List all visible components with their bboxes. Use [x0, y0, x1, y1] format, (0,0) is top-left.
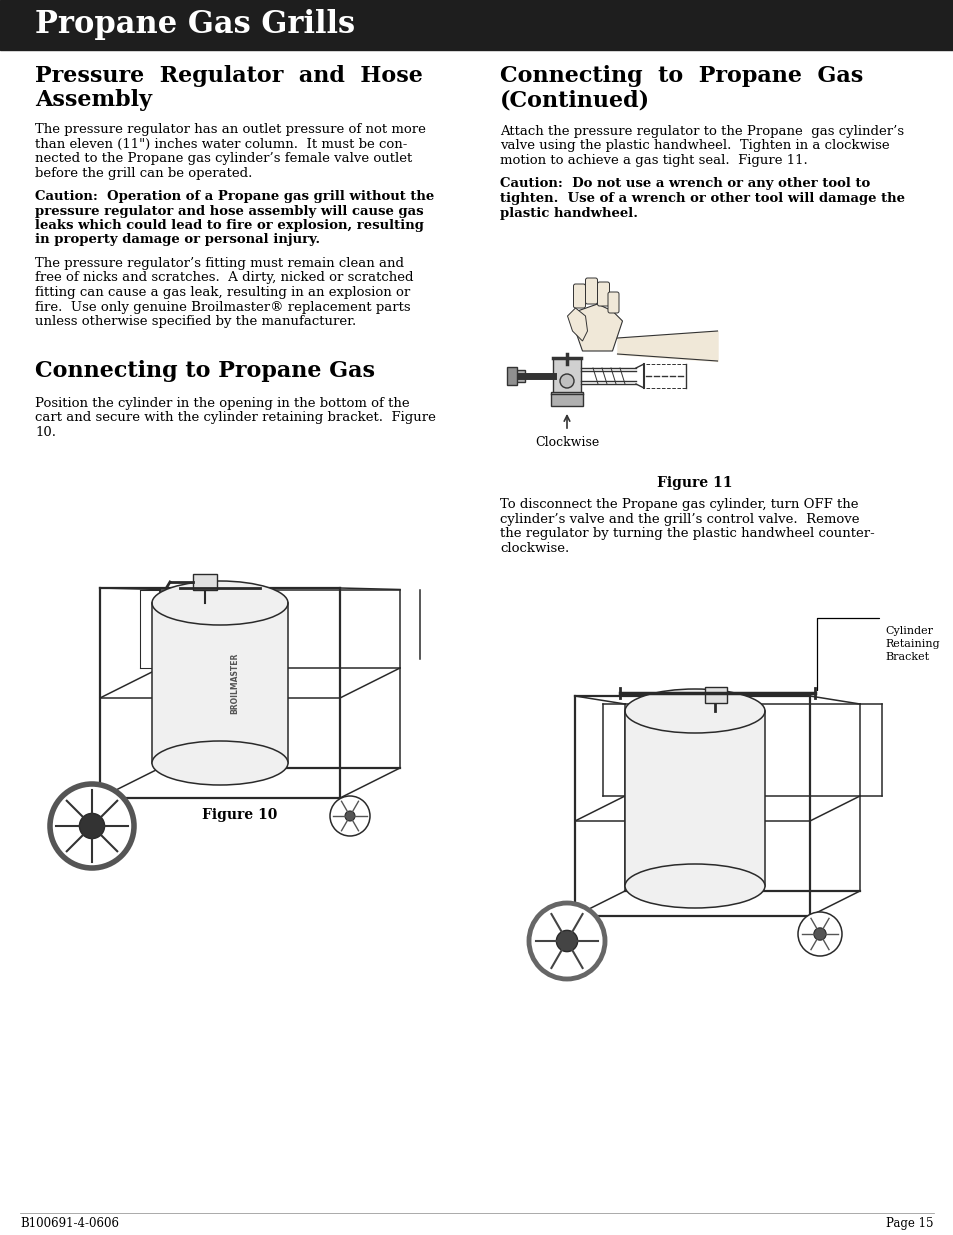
- Text: Figure 11: Figure 11: [657, 475, 732, 490]
- Text: Connecting  to  Propane  Gas: Connecting to Propane Gas: [499, 65, 862, 86]
- Circle shape: [797, 911, 841, 956]
- Text: valve using the plastic handwheel.  Tighten in a clockwise: valve using the plastic handwheel. Tight…: [499, 140, 889, 152]
- Circle shape: [529, 903, 604, 979]
- Text: in property damage or personal injury.: in property damage or personal injury.: [35, 233, 320, 247]
- Bar: [0, 0, 953, 49]
- Text: Caution:  Operation of a Propane gas grill without the: Caution: Operation of a Propane gas gril…: [35, 190, 434, 203]
- Text: nected to the Propane gas cylinder’s female valve outlet: nected to the Propane gas cylinder’s fem…: [35, 152, 412, 165]
- Text: Page 15: Page 15: [885, 1216, 933, 1230]
- Polygon shape: [624, 711, 764, 885]
- Text: The pressure regulator’s fitting must remain clean and: The pressure regulator’s fitting must re…: [35, 257, 403, 270]
- Text: The pressure regulator has an outlet pressure of not more: The pressure regulator has an outlet pre…: [35, 124, 425, 136]
- Ellipse shape: [624, 864, 764, 908]
- Text: BROILMASTER: BROILMASTER: [231, 652, 239, 714]
- Text: leaks which could lead to fire or explosion, resulting: leaks which could lead to fire or explos…: [35, 219, 423, 232]
- Text: plastic handwheel.: plastic handwheel.: [499, 206, 638, 220]
- Polygon shape: [575, 304, 622, 351]
- Text: before the grill can be operated.: before the grill can be operated.: [35, 167, 253, 179]
- Text: the regulator by turning the plastic handwheel counter-: the regulator by turning the plastic han…: [499, 527, 874, 540]
- Text: cylinder’s valve and the grill’s control valve.  Remove: cylinder’s valve and the grill’s control…: [499, 513, 859, 526]
- Text: Position the cylinder in the opening in the bottom of the: Position the cylinder in the opening in …: [35, 396, 409, 410]
- Text: cart and secure with the cylinder retaining bracket.  Figure: cart and secure with the cylinder retain…: [35, 411, 436, 424]
- Polygon shape: [567, 308, 587, 341]
- Text: To disconnect the Propane gas cylinder, turn OFF the: To disconnect the Propane gas cylinder, …: [499, 498, 858, 511]
- Circle shape: [50, 784, 133, 868]
- Text: (Continued): (Continued): [499, 89, 649, 111]
- Ellipse shape: [152, 580, 288, 625]
- Circle shape: [556, 930, 577, 952]
- Text: tighten.  Use of a wrench or other tool will damage the: tighten. Use of a wrench or other tool w…: [499, 191, 904, 205]
- Circle shape: [345, 811, 355, 821]
- Bar: [551, 391, 582, 406]
- FancyBboxPatch shape: [597, 282, 609, 306]
- Bar: [193, 574, 216, 590]
- FancyBboxPatch shape: [573, 284, 585, 308]
- Text: Attach the pressure regulator to the Propane  gas cylinder’s: Attach the pressure regulator to the Pro…: [499, 125, 903, 138]
- Circle shape: [79, 814, 105, 839]
- Circle shape: [813, 927, 825, 940]
- Circle shape: [559, 374, 574, 388]
- Bar: [553, 358, 580, 394]
- Bar: [506, 367, 517, 385]
- Bar: [515, 370, 524, 382]
- Text: free of nicks and scratches.  A dirty, nicked or scratched: free of nicks and scratches. A dirty, ni…: [35, 272, 413, 284]
- Ellipse shape: [152, 741, 288, 785]
- Text: motion to achieve a gas tight seal.  Figure 11.: motion to achieve a gas tight seal. Figu…: [499, 154, 807, 167]
- FancyBboxPatch shape: [607, 291, 618, 312]
- Text: than eleven (11") inches water column.  It must be con-: than eleven (11") inches water column. I…: [35, 137, 407, 151]
- FancyBboxPatch shape: [585, 278, 597, 304]
- Text: Clockwise: Clockwise: [535, 436, 598, 450]
- Text: Figure 10: Figure 10: [202, 808, 277, 823]
- Polygon shape: [152, 603, 288, 763]
- Text: Caution:  Do not use a wrench or any other tool to: Caution: Do not use a wrench or any othe…: [499, 178, 869, 190]
- Ellipse shape: [624, 689, 764, 734]
- Text: unless otherwise specified by the manufacturer.: unless otherwise specified by the manufa…: [35, 315, 355, 329]
- Text: Assembly: Assembly: [35, 89, 152, 111]
- Text: B100691-4-0606: B100691-4-0606: [20, 1216, 119, 1230]
- Text: clockwise.: clockwise.: [499, 541, 569, 555]
- Text: fitting can cause a gas leak, resulting in an explosion or: fitting can cause a gas leak, resulting …: [35, 287, 410, 299]
- Text: Cylinder
Retaining
Bracket: Cylinder Retaining Bracket: [884, 626, 939, 662]
- Text: fire.  Use only genuine Broilmaster® replacement parts: fire. Use only genuine Broilmaster® repl…: [35, 300, 410, 314]
- Text: pressure regulator and hose assembly will cause gas: pressure regulator and hose assembly wil…: [35, 205, 423, 217]
- Bar: [704, 687, 726, 703]
- Text: Connecting to Propane Gas: Connecting to Propane Gas: [35, 359, 375, 382]
- Circle shape: [330, 797, 370, 836]
- Text: 10.: 10.: [35, 426, 56, 438]
- Text: Pressure  Regulator  and  Hose: Pressure Regulator and Hose: [35, 65, 422, 86]
- Text: Propane Gas Grills: Propane Gas Grills: [35, 10, 355, 41]
